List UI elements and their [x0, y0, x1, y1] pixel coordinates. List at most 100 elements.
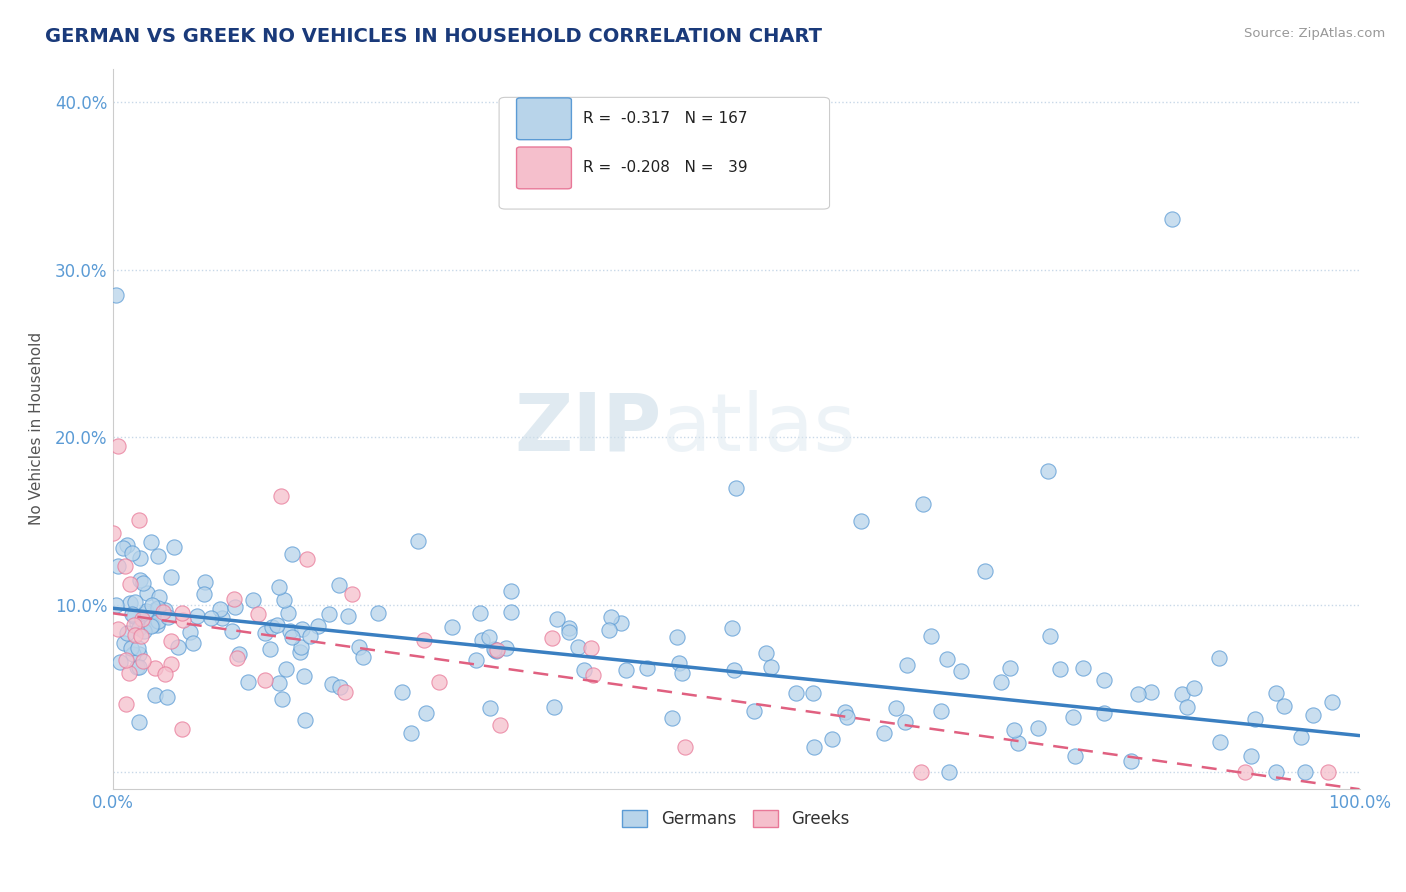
Point	[896, 658, 918, 673]
Point	[209, 601, 232, 615]
Point	[155, 666, 177, 681]
Point	[179, 624, 201, 639]
Point	[148, 590, 170, 604]
Point	[278, 624, 301, 639]
Point	[759, 660, 782, 674]
Point	[910, 765, 932, 780]
Point	[172, 722, 194, 736]
Point	[114, 558, 136, 573]
Point	[277, 607, 299, 621]
Point	[112, 541, 135, 556]
Point	[408, 534, 430, 549]
Point	[949, 665, 972, 679]
Point	[1209, 735, 1232, 749]
Point	[167, 640, 190, 654]
Point	[121, 607, 143, 621]
Point	[328, 578, 350, 592]
Point	[912, 497, 935, 511]
Point	[118, 577, 141, 591]
Point	[152, 605, 174, 619]
Text: Source: ZipAtlas.com: Source: ZipAtlas.com	[1244, 27, 1385, 40]
Point	[336, 608, 359, 623]
Point	[329, 680, 352, 694]
Point	[254, 625, 277, 640]
Point	[1036, 464, 1059, 478]
Point	[224, 599, 246, 614]
Point	[318, 607, 340, 622]
Point	[1092, 673, 1115, 688]
Point	[893, 715, 915, 730]
Point	[872, 726, 894, 740]
Point	[131, 615, 153, 629]
Point	[478, 630, 501, 644]
Point	[236, 674, 259, 689]
Point	[479, 700, 502, 714]
Point	[143, 661, 166, 675]
Point	[723, 663, 745, 677]
Point	[974, 565, 997, 579]
Point	[501, 584, 523, 599]
Point	[122, 609, 145, 624]
Point	[546, 612, 568, 626]
Point	[141, 618, 163, 632]
Point	[1302, 708, 1324, 723]
Point	[211, 611, 233, 625]
Point	[920, 629, 942, 643]
Point	[128, 715, 150, 730]
Point	[352, 649, 374, 664]
Point	[108, 656, 131, 670]
Point	[614, 663, 637, 677]
Point	[1272, 698, 1295, 713]
Point	[146, 601, 169, 615]
Point	[115, 538, 138, 552]
Point	[484, 641, 506, 656]
Point	[114, 653, 136, 667]
Point	[1002, 723, 1025, 737]
Point	[1049, 662, 1071, 676]
Point	[1208, 651, 1230, 665]
Point	[1062, 710, 1084, 724]
Point	[107, 622, 129, 636]
Point	[139, 535, 162, 549]
Point	[671, 666, 693, 681]
Point	[124, 628, 146, 642]
Point	[541, 632, 564, 646]
Point	[1071, 661, 1094, 675]
Point	[281, 631, 304, 645]
Point	[333, 685, 356, 699]
Point	[155, 603, 177, 617]
Point	[105, 598, 128, 612]
FancyBboxPatch shape	[499, 97, 830, 209]
Point	[1039, 629, 1062, 643]
Point	[181, 636, 204, 650]
Point	[294, 713, 316, 727]
Point	[260, 620, 283, 634]
Point	[884, 701, 907, 715]
Point	[112, 636, 135, 650]
Point	[1182, 681, 1205, 696]
Point	[307, 619, 329, 633]
Point	[107, 439, 129, 453]
Point	[259, 641, 281, 656]
Point	[254, 673, 277, 688]
Text: ZIP: ZIP	[515, 390, 661, 468]
Point	[132, 654, 155, 668]
Point	[290, 640, 312, 654]
Point	[1317, 765, 1340, 780]
Text: atlas: atlas	[661, 390, 856, 468]
Point	[321, 677, 343, 691]
Point	[1026, 722, 1049, 736]
Point	[849, 514, 872, 528]
Point	[485, 644, 508, 658]
Point	[661, 711, 683, 725]
Point	[998, 661, 1021, 675]
Point	[270, 489, 292, 503]
Point	[1170, 687, 1192, 701]
Point	[118, 665, 141, 680]
Point	[281, 547, 304, 561]
Point	[412, 633, 434, 648]
Point	[1265, 765, 1288, 780]
Point	[127, 660, 149, 674]
Text: GERMAN VS GREEK NO VEHICLES IN HOUSEHOLD CORRELATION CHART: GERMAN VS GREEK NO VEHICLES IN HOUSEHOLD…	[45, 27, 823, 45]
Point	[803, 739, 825, 754]
